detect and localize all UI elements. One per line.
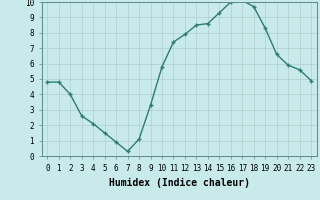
- X-axis label: Humidex (Indice chaleur): Humidex (Indice chaleur): [109, 178, 250, 188]
